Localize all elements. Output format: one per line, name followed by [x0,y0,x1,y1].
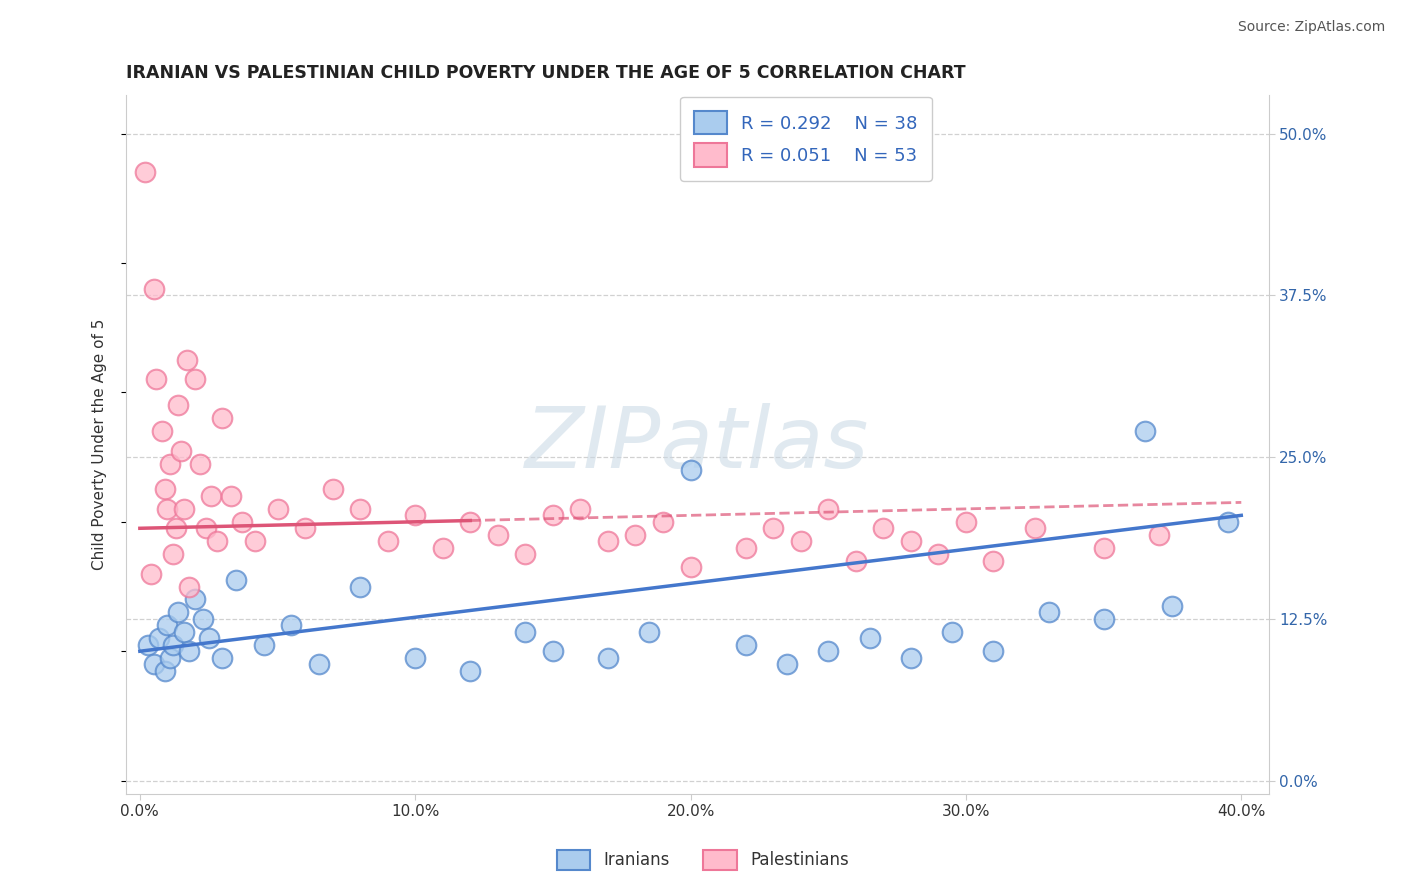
Point [159,457,181,471]
Point [1161,599,1184,613]
Point [266,501,288,516]
Point [458,515,481,529]
Point [205,534,228,549]
Point [139,566,162,581]
Point [142,282,165,296]
Point [515,624,537,639]
Point [184,592,207,607]
Point [349,501,371,516]
Point [150,424,173,438]
Point [308,657,330,672]
Point [789,534,811,549]
Point [197,632,219,646]
Point [134,165,156,179]
Point [1216,515,1239,529]
Point [1147,528,1170,542]
Point [162,638,184,652]
Point [1092,541,1115,555]
Point [167,606,190,620]
Point [162,547,184,561]
Point [194,521,217,535]
Point [211,411,233,425]
Point [148,632,170,646]
Point [153,664,176,678]
Point [900,534,922,549]
Text: Source: ZipAtlas.com: Source: ZipAtlas.com [1237,20,1385,34]
Point [569,501,592,516]
Point [200,489,222,503]
Point [432,541,454,555]
Point [845,554,868,568]
Point [486,528,509,542]
Point [734,541,756,555]
Point [596,534,619,549]
Point [225,573,247,587]
Point [679,463,702,477]
Point [541,508,564,523]
Point [377,534,399,549]
Point [165,521,187,535]
Point [211,650,233,665]
Point [404,508,426,523]
Point [193,612,215,626]
Point [156,618,179,632]
Point [294,521,316,535]
Point [638,624,661,639]
Point [170,443,193,458]
Point [927,547,949,561]
Point [219,489,242,503]
Point [900,650,922,665]
Point [983,644,1005,658]
Point [941,624,963,639]
Point [253,638,276,652]
Point [179,580,201,594]
Point [858,632,880,646]
Point [245,534,267,549]
Point [679,560,702,574]
Point [624,528,647,542]
Point [541,644,564,658]
Point [1092,612,1115,626]
Point [762,521,785,535]
Point [515,547,537,561]
Point [776,657,799,672]
Point [872,521,894,535]
Text: ZIPatlas: ZIPatlas [526,402,869,485]
Point [983,554,1005,568]
Point [652,515,675,529]
Point [184,372,207,386]
Point [145,372,167,386]
Point [173,501,195,516]
Point [955,515,977,529]
Point [280,618,302,632]
Point [458,664,481,678]
Point [167,398,190,412]
Point [734,638,756,652]
Point [231,515,253,529]
Point [173,624,195,639]
Point [190,457,212,471]
Point [179,644,201,658]
Point [817,501,839,516]
Point [142,657,165,672]
Y-axis label: Child Poverty Under the Age of 5: Child Poverty Under the Age of 5 [93,318,107,570]
Point [404,650,426,665]
Point [1038,606,1060,620]
Point [596,650,619,665]
Point [176,353,198,368]
Point [156,501,179,516]
Point [153,483,176,497]
Point [817,644,839,658]
Point [1133,424,1156,438]
Point [1024,521,1046,535]
Legend: Iranians, Palestinians: Iranians, Palestinians [550,843,856,877]
Point [159,650,181,665]
Legend: R = 0.292    N = 38, R = 0.051    N = 53: R = 0.292 N = 38, R = 0.051 N = 53 [681,96,932,181]
Point [322,483,344,497]
Point [349,580,371,594]
Text: IRANIAN VS PALESTINIAN CHILD POVERTY UNDER THE AGE OF 5 CORRELATION CHART: IRANIAN VS PALESTINIAN CHILD POVERTY UND… [127,64,966,82]
Point [136,638,159,652]
